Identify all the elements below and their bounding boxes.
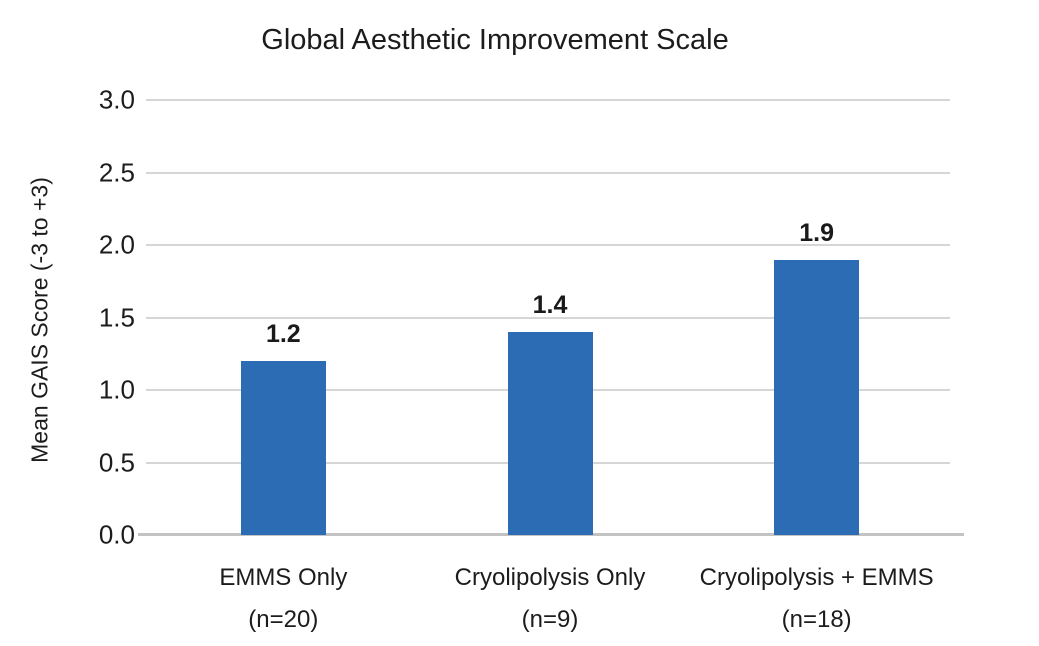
gridline (146, 171, 950, 174)
category-name: EMMS Only (219, 564, 348, 591)
gridline (146, 316, 950, 319)
bar-value-label: 1.9 (799, 218, 835, 247)
bar-1 (240, 361, 326, 535)
gridline (146, 244, 950, 246)
x-category-label: Cryolipolysis Only (n=9) (390, 557, 710, 641)
y-tick-label: 1.5 (98, 302, 135, 332)
y-tick-label: 0.5 (98, 447, 135, 477)
bar-value-label: 1.2 (265, 320, 301, 348)
gridline (146, 99, 950, 101)
bar-2 (507, 332, 593, 535)
category-sample-size: (n=20) (248, 606, 319, 633)
category-name: Cryolipolysis Only (454, 564, 646, 591)
bar-value-label: 1.4 (532, 291, 568, 319)
y-tick-label: 2.0 (98, 229, 135, 260)
y-tick-label: 0.0 (98, 519, 135, 550)
bar-3 (774, 259, 860, 535)
chart-title: Global Aesthetic Improvement Scale (261, 24, 729, 56)
category-sample-size: (n=9) (521, 606, 579, 633)
plot-area: 1.2 1.4 1.9 (138, 99, 964, 536)
y-tick-label: 3.0 (98, 84, 135, 115)
x-category-label: Cryolipolysis + EMMS (n=18) (657, 557, 977, 641)
y-tick-label: 2.5 (98, 157, 135, 187)
category-name: Cryolipolysis + EMMS (699, 564, 934, 591)
x-category-label: EMMS Only (n=20) (123, 557, 443, 641)
y-tick-label: 1.0 (98, 374, 135, 405)
category-sample-size: (n=18) (781, 606, 852, 633)
